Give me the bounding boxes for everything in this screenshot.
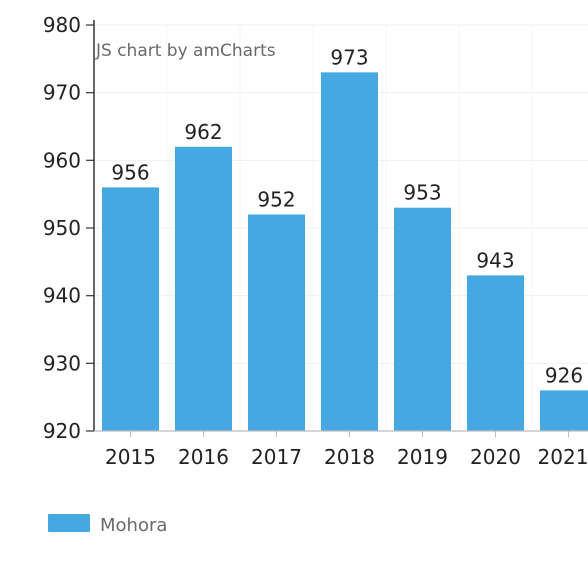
chart-credit: JS chart by amCharts — [95, 41, 276, 61]
x-tick-label-2016: 2016 — [178, 445, 229, 469]
bar-2015 — [102, 187, 159, 431]
axis-layer — [86, 20, 588, 437]
data-label-2021: 926 — [545, 363, 583, 387]
y-tick-label: 940 — [43, 284, 81, 308]
data-label-2019: 953 — [403, 181, 441, 205]
y-tick-label: 960 — [43, 148, 81, 172]
x-tick-label-2020: 2020 — [470, 445, 521, 469]
bars-layer — [102, 72, 588, 432]
data-label-2017: 952 — [257, 187, 295, 211]
x-tick-label-2015: 2015 — [105, 445, 156, 469]
label-layer: 920 930 940 950 960 970 980 956 2015 962 2016 952 20… — [43, 13, 588, 469]
y-tick-label: 930 — [43, 351, 81, 375]
bar-2020 — [467, 275, 524, 431]
bar-2016 — [175, 146, 232, 432]
x-tick-label-2021: 2021 — [538, 445, 588, 469]
x-tick-label-2018: 2018 — [324, 445, 375, 469]
data-label-2016: 962 — [184, 120, 222, 144]
y-tick-label: 950 — [43, 216, 81, 240]
data-label-2020: 943 — [476, 248, 514, 272]
bar-2021 — [540, 390, 588, 431]
x-tick-label-2017: 2017 — [251, 445, 302, 469]
bar-2019 — [394, 207, 451, 431]
bar-2018 — [321, 72, 378, 431]
y-tick-label: 970 — [43, 81, 81, 105]
legend-swatch — [48, 514, 90, 532]
legend-label: Mohora — [100, 515, 167, 536]
x-tick-label-2019: 2019 — [397, 445, 448, 469]
legend: Mohora — [48, 514, 167, 536]
data-label-2015: 956 — [111, 160, 149, 184]
y-tick-label: 980 — [43, 13, 81, 37]
data-label-2018: 973 — [330, 45, 368, 69]
bar-2017 — [248, 214, 305, 431]
y-tick-label: 920 — [43, 419, 81, 443]
